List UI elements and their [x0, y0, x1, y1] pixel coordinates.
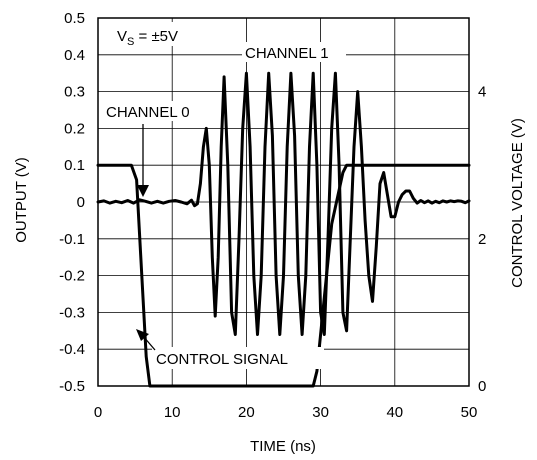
supply-voltage-annotation: VS = ±5V	[117, 28, 178, 48]
y-tick-label: 0.1	[64, 157, 85, 174]
x-tick-label: 10	[164, 404, 181, 421]
x-tick-label: 0	[94, 404, 102, 421]
y2-tick-label: 0	[478, 378, 486, 395]
control-signal-arrowhead	[136, 329, 149, 341]
channel-0-arrowhead	[137, 185, 149, 197]
y-tick-label: 0.2	[64, 120, 85, 137]
x-axis-label: TIME (ns)	[250, 438, 316, 455]
control-signal-line	[96, 163, 471, 388]
y-tick-label: 0.3	[64, 84, 85, 101]
y-tick-label: -0.2	[59, 268, 85, 285]
x-tick-label: 40	[386, 404, 403, 421]
series-layer	[96, 71, 471, 388]
x-tick-label: 20	[238, 404, 255, 421]
y-tick-label: 0	[77, 194, 85, 211]
x-tick-label: 30	[312, 404, 329, 421]
y-tick-label: -0.1	[59, 231, 85, 248]
y2-tick-label: 4	[478, 84, 486, 101]
y-axis-label: OUTPUT (V)	[13, 157, 30, 243]
y-tick-label: 0.4	[64, 47, 85, 64]
output-line	[96, 71, 471, 336]
y-tick-label: -0.4	[59, 341, 85, 358]
y2-axis-label: CONTROL VOLTAGE (V)	[509, 118, 526, 288]
plot-frame	[97, 17, 470, 387]
channel-1-label: CHANNEL 1	[245, 45, 329, 62]
y-tick-label: -0.3	[59, 304, 85, 321]
control-signal-label: CONTROL SIGNAL	[156, 351, 288, 368]
y2-tick-label: 2	[478, 231, 486, 248]
y-tick-label: -0.5	[59, 378, 85, 395]
tick-labels: 0 10 20 30 40 500.50.40.30.20.10-0.1-0.2-0.3-…	[59, 10, 486, 421]
channel-0-label: CHANNEL 0	[106, 104, 190, 121]
x-tick-label: 50	[461, 404, 478, 421]
control-signal-arrow	[142, 335, 156, 351]
y-tick-label: 0.5	[64, 10, 85, 27]
